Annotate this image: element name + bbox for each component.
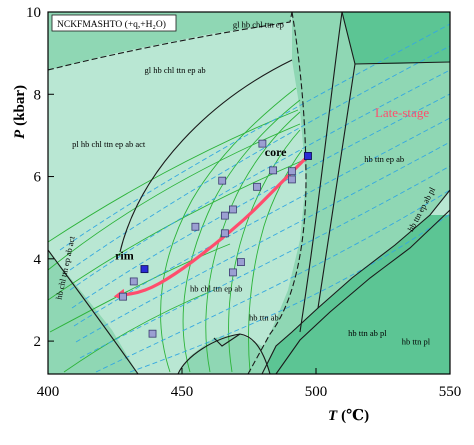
boundary-right-steep	[317, 63, 356, 309]
sample-point	[237, 258, 245, 267]
x-axis-unit: (℃)	[341, 408, 369, 424]
x-tick-label: 450	[171, 384, 194, 400]
sample-point	[119, 292, 127, 301]
boundary-top-curve	[48, 12, 293, 71]
plot-frame	[47, 11, 451, 375]
y-tick-label: 4	[34, 252, 42, 268]
isopleth-blue-1	[69, 45, 450, 271]
y-tick-label: 8	[34, 87, 42, 103]
system-label-text: NCKFMASHTO (+q,+H₂O)	[57, 19, 166, 30]
isopleth-green-4	[182, 99, 301, 373]
field-boundaries	[48, 12, 450, 374]
y-tick-label: 2	[34, 334, 42, 350]
field-label: gl hb chl ttn ep	[233, 20, 284, 30]
core-label: core	[265, 145, 287, 159]
isopleth-blue-5	[75, 141, 450, 343]
isopleth-blue-4	[73, 117, 450, 327]
field-label: gl hb chl ttn ep ab	[144, 65, 205, 75]
field-high-temp	[248, 12, 450, 374]
sample-point	[253, 182, 261, 191]
field-bottom-center	[178, 334, 270, 374]
isopleth-green-2	[48, 109, 299, 243]
isopleths-green	[48, 87, 305, 373]
boundary-lower-diagonal	[261, 189, 450, 374]
y-axis-title: P (kbar)	[12, 85, 28, 139]
sample-point	[287, 167, 296, 176]
sample-point	[191, 222, 200, 231]
sample-point	[229, 268, 237, 277]
boundary-left-curve	[48, 249, 139, 374]
sample-point	[229, 205, 237, 214]
isopleth-blue-3	[71, 93, 450, 309]
y-tick-label: 10	[26, 5, 41, 21]
rim-label: rim	[115, 249, 134, 263]
late-stage-label: Late-stage	[375, 105, 429, 120]
sample-point	[269, 166, 278, 175]
boundary-lower-diagonal-2	[275, 209, 450, 374]
isopleth-green-10	[63, 289, 215, 373]
isopleth-blue-2	[69, 69, 450, 291]
field-lower-right-dark	[262, 215, 450, 374]
axis-tick-labels: 400 450 500 550 2 4 6 8 10	[26, 5, 461, 400]
endpoint-rim	[140, 265, 149, 274]
field-label: pl hb chl ttn ep ab act	[72, 139, 146, 149]
sample-point	[287, 175, 296, 184]
x-axis-variable: T	[328, 408, 338, 424]
isopleth-blue-9	[59, 23, 450, 251]
system-label-box: NCKFMASHTO (+q,+H₂O)	[51, 14, 177, 32]
annotations: Late-stage core rim	[115, 105, 429, 263]
field-label: hb ttn ep ab	[364, 154, 404, 164]
isopleth-green-6	[228, 129, 301, 373]
field-label: hb ttn ab	[249, 313, 279, 323]
isopleths-blue	[59, 23, 450, 373]
isopleth-green-7	[248, 149, 303, 373]
y-tick-label: 6	[34, 170, 42, 186]
field-label: hb chl ttn ep ab	[190, 284, 242, 294]
sample-point	[220, 229, 229, 238]
system-label-background	[51, 14, 177, 32]
boundary-bottom-wedge	[213, 333, 241, 347]
isopleth-blue-8	[129, 213, 450, 373]
field-label: hb ttn pl	[402, 336, 431, 346]
sample-point	[148, 329, 157, 338]
y-axis-unit: (kbar)	[12, 85, 28, 126]
field-label: hb ttn ab pl	[348, 328, 387, 338]
isopleth-green-8	[160, 87, 297, 373]
boundary-right-steep-2	[299, 12, 343, 333]
sample-point	[258, 139, 267, 148]
axis-ticks	[47, 11, 451, 374]
x-tick-label: 400	[37, 384, 60, 400]
isopleth-green-9	[49, 243, 231, 333]
endpoint-core	[304, 152, 312, 160]
boundary-high-temp	[247, 12, 307, 374]
field-upper-right-dark	[342, 12, 450, 64]
sample-point	[129, 277, 138, 286]
boundary-inner-dome	[119, 59, 293, 253]
x-tick-label: 550	[439, 384, 462, 400]
sample-points	[119, 139, 312, 338]
sample-point	[220, 211, 229, 220]
sample-point	[218, 176, 227, 185]
isopleth-green-3	[48, 159, 305, 301]
y-axis-variable: P	[12, 129, 28, 139]
isopleth-blue-6	[79, 165, 450, 359]
x-tick-label: 500	[305, 384, 328, 400]
x-axis-title: T (℃)	[328, 408, 369, 424]
